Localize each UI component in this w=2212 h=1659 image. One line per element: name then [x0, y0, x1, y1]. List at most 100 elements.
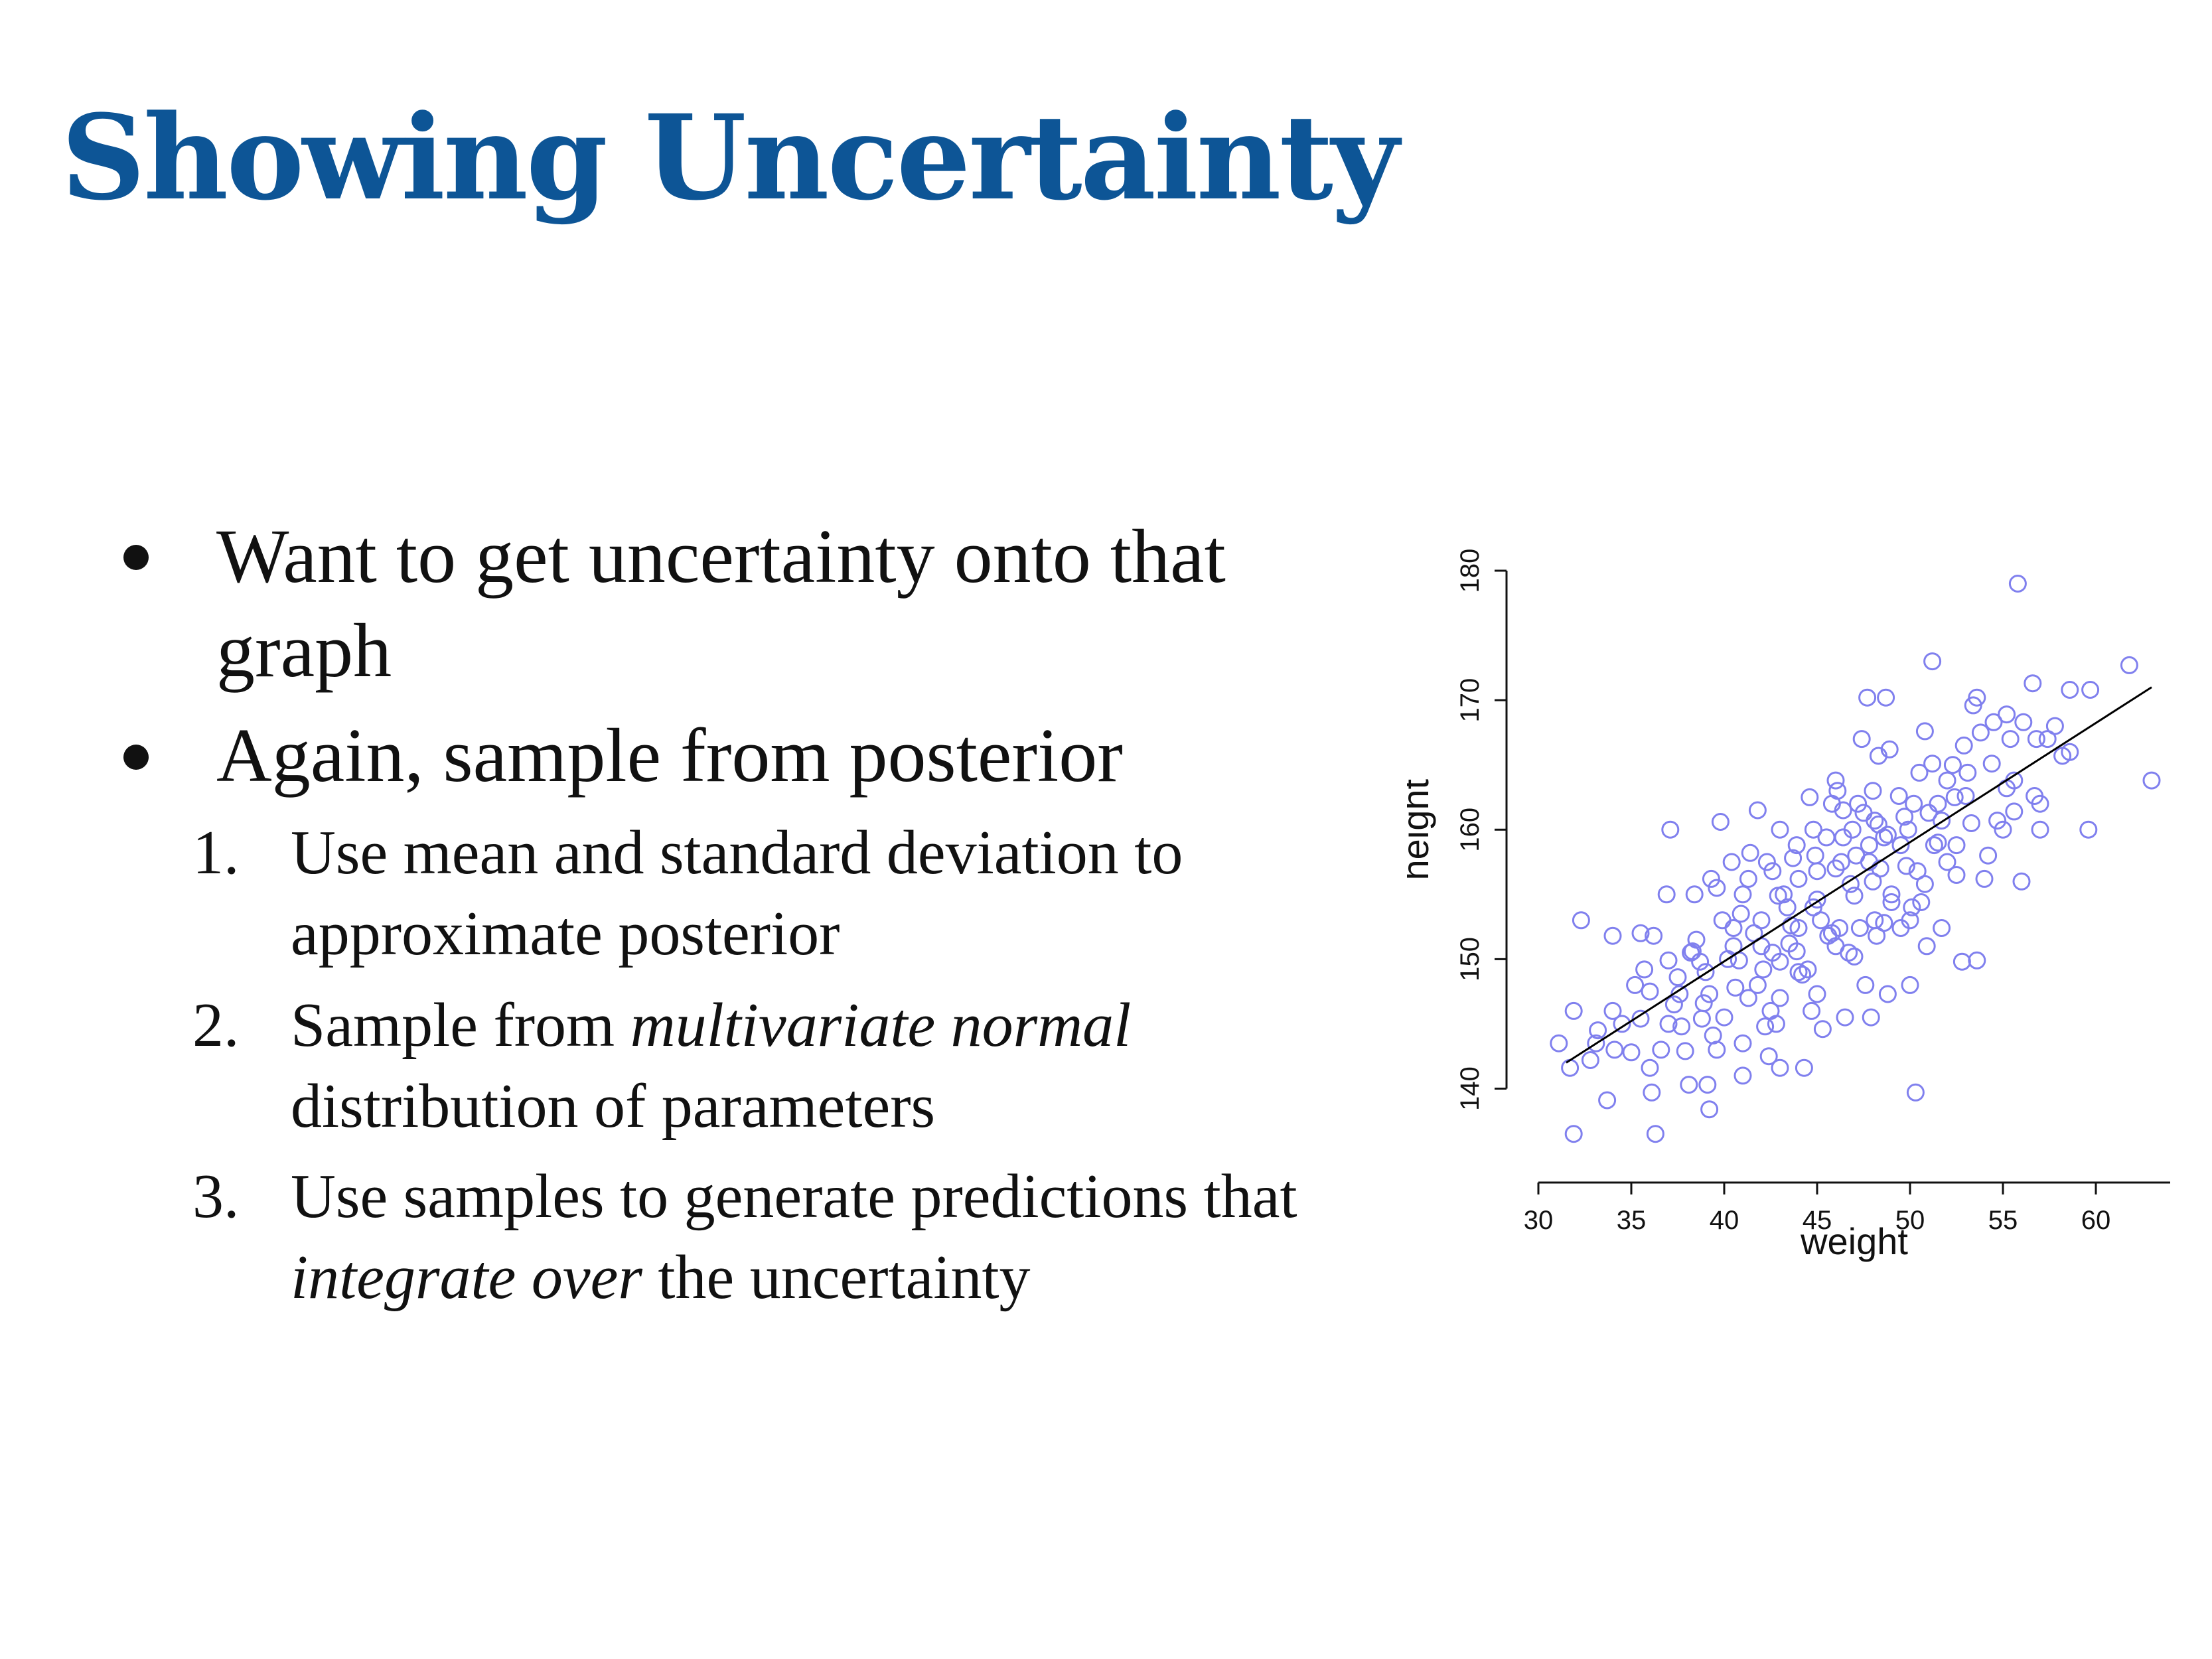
data-point-146 [1956, 787, 1975, 805]
data-point-77 [1572, 911, 1590, 930]
data-point-86 [1901, 975, 1919, 994]
step-2-line-2: distribution of parameters [291, 1072, 936, 1141]
data-point-171 [1869, 815, 1887, 833]
data-point-113 [1692, 1009, 1711, 1028]
data-point-180 [1761, 1001, 1780, 1020]
bullet-1-line-2: graph [216, 609, 392, 693]
x-tick-label-50: 50 [1895, 1206, 1925, 1235]
data-point-175 [1719, 950, 1737, 968]
data-point-136 [1787, 836, 1806, 855]
data-point-177 [1652, 1041, 1670, 1059]
data-point-126 [1912, 893, 1931, 911]
data-point-204 [1589, 1021, 1607, 1040]
data-point-27 [1905, 794, 1923, 813]
data-point-209 [1917, 937, 1936, 956]
data-point-187 [2031, 820, 2049, 839]
data-point-217 [1726, 978, 1745, 997]
data-point-206 [1759, 1047, 1778, 1066]
data-point-49 [1994, 820, 2012, 839]
data-point-94 [1605, 1041, 1624, 1059]
data-point-199 [1741, 843, 1759, 862]
data-point-101 [1598, 1091, 1617, 1110]
data-point-211 [1826, 937, 1845, 956]
x-tick-label-60: 60 [2081, 1206, 2111, 1235]
bullet-dot-2 [123, 745, 149, 770]
data-point-57 [1657, 885, 1676, 904]
data-point-64 [1933, 919, 1951, 937]
data-point-145 [1938, 853, 1956, 871]
data-point-114 [1756, 1017, 1775, 1036]
data-point-193 [1895, 808, 1914, 826]
bullet-1-line-1: Want to get uncertainty onto that [216, 514, 1226, 599]
data-point-166 [2005, 802, 2024, 821]
y-tick-label-150: 150 [1455, 937, 1485, 981]
data-point-30 [2079, 820, 2098, 839]
data-point-174 [1778, 898, 1797, 916]
data-point-207 [1813, 1020, 1832, 1039]
data-point-194 [1878, 826, 1897, 844]
data-point-26 [1945, 788, 1964, 806]
data-point-120 [1713, 911, 1732, 930]
data-point-182 [1845, 947, 1864, 966]
step-3-emphasis: integrate over [291, 1243, 642, 1312]
data-point-190 [1971, 723, 1990, 742]
data-point-110 [1603, 1001, 1622, 1020]
data-point-139 [1864, 782, 1882, 800]
data-point-50 [1882, 885, 1901, 904]
data-point-76 [1603, 926, 1622, 945]
data-point-88 [1672, 1017, 1691, 1036]
data-point-161 [1841, 875, 1860, 893]
data-point-162 [1864, 872, 1882, 891]
step-3-line-1: Use samples to generate predictions that [291, 1162, 1297, 1231]
x-tick-label-55: 55 [1988, 1206, 2018, 1235]
data-point-186 [1979, 846, 1998, 865]
data-point-51 [1845, 887, 1864, 905]
data-point-47 [1947, 836, 1966, 855]
data-point-181 [1789, 963, 1808, 981]
step-number-2: 2. [192, 991, 240, 1060]
step-2-text: Sample from [291, 991, 630, 1060]
data-point-157 [1687, 930, 1706, 949]
data-point-140 [1889, 787, 1908, 805]
bullet-dot-1 [123, 545, 149, 570]
data-point-167 [2045, 717, 2064, 735]
data-point-73 [1659, 951, 1678, 970]
step-1-line-2: approximate posterior [291, 899, 840, 968]
data-point-45 [1891, 836, 1910, 855]
data-point-69 [1799, 960, 1817, 979]
points-layer [1550, 575, 2161, 1143]
step-2: Sample from multivariate normal distribu… [291, 985, 1131, 1147]
data-point-75 [1631, 924, 1650, 942]
data-point-56 [1685, 885, 1704, 904]
data-point-212 [1875, 914, 1893, 932]
data-point-165 [1962, 814, 1980, 832]
data-point-155 [1668, 968, 1687, 987]
data-point-37 [1771, 820, 1789, 839]
data-point-214 [1822, 924, 1841, 942]
data-point-210 [1793, 966, 1812, 984]
data-point-29 [1988, 812, 2007, 830]
data-point-16 [2001, 730, 2020, 749]
data-point-80 [1700, 985, 1719, 1003]
step-number-1: 1. [192, 818, 240, 887]
data-point-124 [1850, 919, 1869, 937]
data-point-60 [1789, 919, 1808, 937]
data-point-172 [1834, 828, 1852, 847]
data-point-205 [1708, 1041, 1726, 1059]
data-point-92 [1550, 1034, 1568, 1052]
step-1-line-1: Use mean and standard deviation to [291, 818, 1183, 887]
data-point-43 [1832, 853, 1850, 871]
data-point-9 [2061, 681, 2079, 699]
data-point-2 [1923, 652, 1942, 671]
data-point-32 [1933, 812, 1951, 830]
data-point-8 [1998, 705, 2016, 724]
data-point-40 [1661, 820, 1680, 839]
data-point-147 [1982, 755, 2001, 773]
data-point-87 [1631, 1009, 1650, 1028]
data-point-104 [1564, 1125, 1583, 1143]
data-point-22 [1923, 755, 1942, 773]
data-point-149 [1919, 804, 1938, 822]
data-point-14 [2027, 730, 2045, 749]
data-point-198 [1784, 849, 1803, 867]
data-point-74 [1645, 926, 1663, 945]
